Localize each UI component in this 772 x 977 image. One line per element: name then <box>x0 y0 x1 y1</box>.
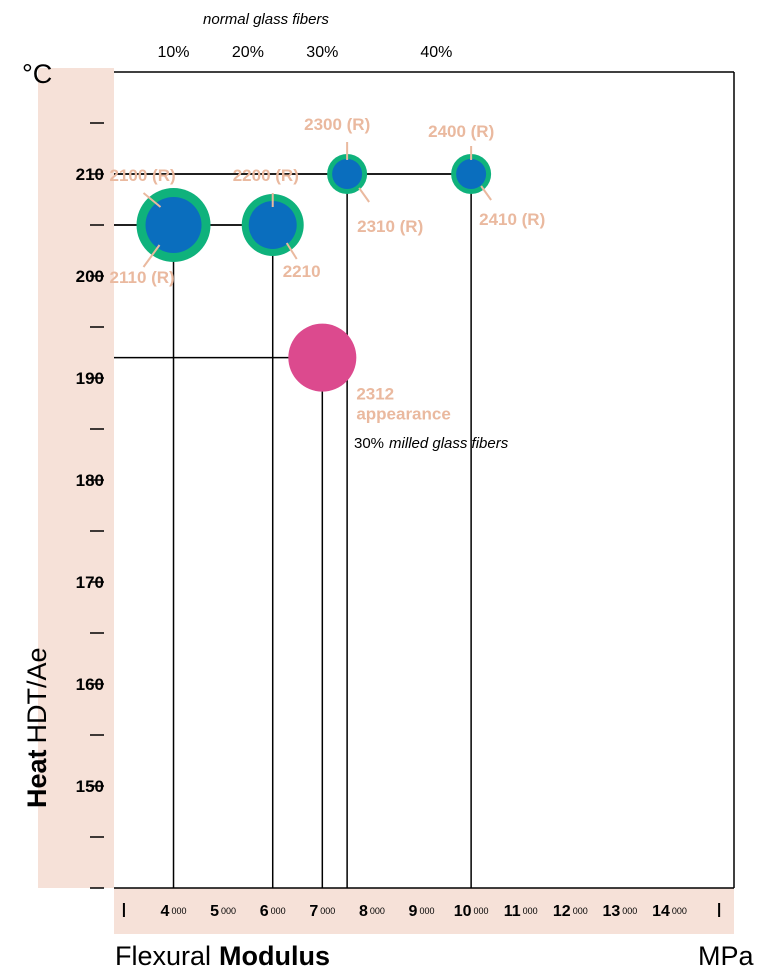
x-tick-sup: 000 <box>171 906 186 916</box>
bubbles <box>136 154 492 392</box>
point-label-2312: 2312 <box>356 385 394 404</box>
x-tick-main: 12 <box>553 903 571 920</box>
point-label-2300-2310: 2300 (R) <box>304 115 370 134</box>
top-axis-ticks: 10% 20% 30% 40% <box>158 44 453 61</box>
y-axis-label-rest: HDT/Ae <box>22 647 52 743</box>
point-label-2200-2210: 2200 (R) <box>233 166 299 185</box>
point-label-2100-2110: 2110 (R) <box>110 268 175 287</box>
leader-line <box>480 185 492 201</box>
top-axis-tick: 20% <box>232 44 264 61</box>
point-label-2200-2210: 2210 <box>283 262 321 281</box>
x-tick-sup: 000 <box>573 906 588 916</box>
y-tick-dashes <box>90 122 104 889</box>
note-2312-text: milled glass fibers <box>389 435 509 452</box>
point-label-2300-2310: 2310 (R) <box>357 217 423 236</box>
x-tick-main: 10 <box>454 903 472 920</box>
leader-line <box>142 192 162 208</box>
leader-line <box>142 244 161 268</box>
x-axis-label: Flexural Modulus <box>115 941 330 971</box>
top-axis-tick: 30% <box>306 44 338 61</box>
x-tick-label: 10 000 <box>454 903 489 920</box>
top-axis-tick: 10% <box>158 44 190 61</box>
x-tick-main: 6 <box>260 903 269 920</box>
x-tick-main: 13 <box>603 903 621 920</box>
y-axis-band <box>38 68 114 888</box>
top-axis-caption: normal glass fibers <box>203 11 329 28</box>
bubble-core-2200-2210 <box>248 201 297 249</box>
x-unit-label: MPa <box>698 941 755 971</box>
x-tick-sup: 000 <box>523 906 538 916</box>
y-axis-label-bold: Heat <box>22 749 52 808</box>
x-tick-label: 6 000 <box>260 903 286 920</box>
x-tick-label: 9 000 <box>409 903 435 920</box>
bubble-core-2100-2110 <box>145 197 202 253</box>
x-tick-main: 14 <box>652 903 670 920</box>
bubble-core-2300-2310 <box>332 159 363 189</box>
x-tick-label: 13 000 <box>603 903 638 920</box>
top-axis-tick: 40% <box>420 44 452 61</box>
leader-line <box>285 242 298 260</box>
x-tick-sup: 000 <box>271 906 286 916</box>
point-labels: 2100 (R) 2110 (R) 2200 (R) 2210 2300 (R) 2310… <box>110 115 546 424</box>
x-tick-main: 7 <box>309 903 318 920</box>
x-tick-sup: 000 <box>221 906 236 916</box>
point-label-2400-2410: 2400 (R) <box>428 122 494 141</box>
x-tick-main: 11 <box>504 903 521 920</box>
x-tick-label: 4 000 <box>161 903 187 920</box>
guide-lines <box>114 173 472 888</box>
x-tick-label: 14 000 <box>652 903 687 920</box>
x-tick-main: 4 <box>161 903 170 920</box>
x-tick-sup: 000 <box>370 906 385 916</box>
bubble-core-2400-2410 <box>456 159 487 189</box>
x-axis-label-regular: Flexural <box>115 941 211 971</box>
x-tick-sup: 000 <box>474 906 489 916</box>
y-tick-label: 180 <box>76 471 104 490</box>
y-tick-label: 190 <box>76 369 104 388</box>
point-label-2100-2110: 2100 (R) <box>110 166 176 185</box>
y-tick-label: 170 <box>76 573 104 592</box>
x-tick-sup: 000 <box>622 906 637 916</box>
y-tick-label: 210 <box>76 165 104 184</box>
leader-lines <box>142 142 492 268</box>
y-tick-label: 150 <box>76 777 104 796</box>
x-tick-sup: 000 <box>419 906 434 916</box>
x-tick-label: 11 000 <box>504 903 538 920</box>
x-tick-sup: 000 <box>672 906 687 916</box>
note-2312-percent: 30% <box>354 435 384 452</box>
y-axis-label: Heat HDT/Ae <box>22 647 52 808</box>
x-tick-main: 9 <box>409 903 418 920</box>
x-tick-label: 5 000 <box>210 903 236 920</box>
y-tick-label: 200 <box>76 267 104 286</box>
x-tick-label: 7 000 <box>309 903 335 920</box>
bubble-2312 <box>288 323 357 392</box>
plot-frame <box>114 71 735 889</box>
x-tick-sup: 000 <box>320 906 335 916</box>
point-label-2312: appearance <box>356 405 451 424</box>
note-2312: 30% milled glass fibers <box>354 435 509 452</box>
x-axis-band <box>114 888 734 934</box>
y-tick-label: 160 <box>76 675 104 694</box>
x-tick-main: 8 <box>359 903 368 920</box>
leader-line <box>358 187 370 203</box>
x-tick-label: 12 000 <box>553 903 588 920</box>
y-unit-label: °C <box>22 59 52 89</box>
x-tick-labels: 4 000 5 000 6 000 7 000 8 000 9 000 10 000 11 000 12 000 1… <box>161 903 687 920</box>
x-tick-main: 5 <box>210 903 219 920</box>
x-tick-label: 8 000 <box>359 903 385 920</box>
x-axis-label-bold: Modulus <box>219 941 330 971</box>
y-tick-labels: 150 160 170 180 190 200 210 <box>76 165 104 796</box>
x-tick-bars <box>122 903 721 917</box>
point-label-2400-2410: 2410 (R) <box>479 210 545 229</box>
